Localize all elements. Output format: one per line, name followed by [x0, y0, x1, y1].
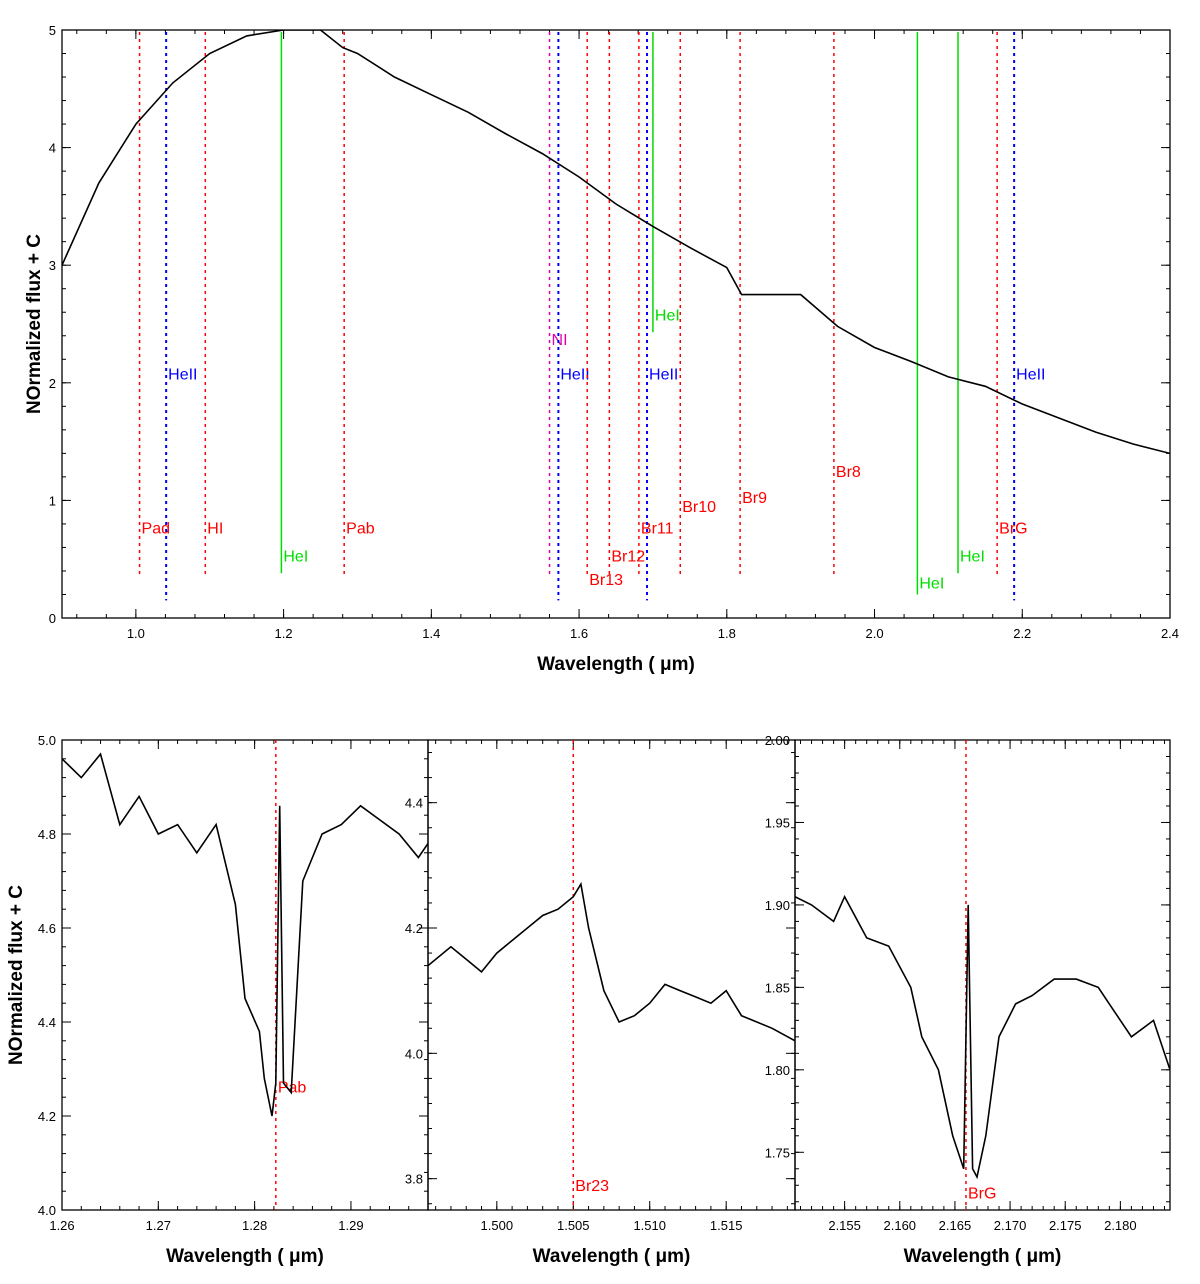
x-tick-label: 1.500 [481, 1218, 514, 1233]
y-tick-label: 4.2 [405, 921, 423, 936]
line-label: HeI [919, 576, 944, 593]
plot-frame [794, 739, 1171, 1211]
y-tick-label: 4.2 [38, 1109, 56, 1124]
x-tick-label: 1.2 [275, 626, 293, 641]
brg-zoom-panel: 2.155 2.160 2.165 2.170 2.175 2.180 1.75 1.80 1.… [765, 733, 1171, 1267]
line-label: Br13 [589, 572, 623, 589]
x-tick-label: 2.180 [1104, 1218, 1137, 1233]
x-tick-label: 1.27 [146, 1218, 171, 1233]
line-label: HeI [283, 549, 308, 566]
y-tick-label: 4.4 [405, 796, 423, 811]
y-tick-label: 4.8 [38, 827, 56, 842]
y-tick-label: 1.95 [765, 815, 790, 830]
x-tick-label: 2.155 [828, 1218, 861, 1233]
x-tick-label: 2.160 [884, 1218, 917, 1233]
x-axis-label: Wavelength ( μm) [533, 1246, 691, 1267]
x-tick-label: 1.6 [570, 626, 588, 641]
x-tick-label: 1.510 [633, 1218, 666, 1233]
main-spectrum-plot: 1.0 1.2 1.4 1.6 1.8 2.0 2.2 2.4 0 1 2 3 4 5 Wavelength… [24, 23, 1179, 675]
y-tick-label: 1.80 [765, 1063, 790, 1078]
line-label: Br23 [575, 1178, 609, 1195]
x-tick-label: 2.175 [1049, 1218, 1082, 1233]
y-tick-label: 1 [49, 493, 56, 508]
line-label: Br11 [641, 520, 674, 537]
x-tick-label: 1.8 [718, 626, 736, 641]
x-tick-label: 1.26 [49, 1218, 74, 1233]
pab-zoom-panel: 1.26 1.27 1.28 1.29 4.0 4.2 4.4 4.6 4.8 5.0 Wavele… [6, 733, 429, 1267]
y-axis-label: NOrmalized flux + C [24, 234, 45, 414]
y-tick-label: 0 [49, 611, 56, 626]
x-tick-label: 2.170 [994, 1218, 1027, 1233]
line-label: HeII [1016, 366, 1045, 383]
x-axis-label: Wavelength ( μm) [904, 1246, 1062, 1267]
y-tick-label: 4.0 [405, 1046, 423, 1061]
y-tick-label: 2 [49, 376, 56, 391]
x-tick-label: 1.505 [557, 1218, 590, 1233]
line-label: Br12 [611, 549, 645, 566]
y-tick-label: 3.8 [405, 1172, 423, 1187]
y-tick-label: 4 [49, 141, 56, 156]
x-axis-label: Wavelength ( μm) [166, 1246, 324, 1267]
line-label: HeII [560, 366, 589, 383]
x-tick-label: 1.515 [710, 1218, 743, 1233]
spectrum-line [795, 894, 1170, 1180]
line-label: HeI [960, 549, 985, 566]
y-tick-label: 1.85 [765, 980, 790, 995]
spectrum-line [62, 752, 428, 1117]
y-tick-label: 5.0 [38, 733, 56, 748]
y-tick-label: 4.6 [38, 921, 56, 936]
line-label: HeII [649, 366, 678, 383]
x-tick-label: 1.4 [422, 626, 440, 641]
line-label: Br8 [836, 464, 861, 481]
y-tick-label: 1.90 [765, 898, 790, 913]
y-tick-label: 2.00 [765, 733, 790, 748]
spectrum-line [428, 881, 795, 1042]
y-tick-label: 5 [49, 23, 56, 38]
y-tick-label: 4.0 [38, 1203, 56, 1218]
line-label: Pad [142, 520, 170, 537]
spectrum-line [62, 30, 1170, 455]
line-label: BrG [968, 1185, 996, 1202]
line-label: HI [207, 520, 223, 537]
y-tick-label: 3 [49, 258, 56, 273]
y-tick-label: 1.75 [765, 1145, 790, 1160]
x-tick-label: 2.2 [1013, 626, 1031, 641]
x-axis-label: Wavelength ( μm) [537, 654, 695, 675]
line-label: HeII [168, 366, 197, 383]
x-tick-label: 1.0 [127, 626, 145, 641]
x-tick-label: 2.165 [939, 1218, 972, 1233]
y-axis-label: NOrmalized flux + C [6, 885, 27, 1065]
x-tick-label: 2.0 [865, 626, 883, 641]
line-label: Br9 [742, 490, 767, 507]
y-tick-label: 4.4 [38, 1015, 56, 1030]
line-label: HeI [655, 307, 680, 324]
x-tick-label: 2.4 [1161, 626, 1179, 641]
line-label: Pab [346, 520, 375, 537]
line-label: BrG [999, 520, 1027, 537]
line-label: NI [552, 332, 568, 349]
x-tick-label: 1.29 [338, 1218, 363, 1233]
plot-frame [61, 29, 1171, 619]
x-tick-label: 1.28 [242, 1218, 267, 1233]
line-label: Br10 [682, 499, 716, 516]
